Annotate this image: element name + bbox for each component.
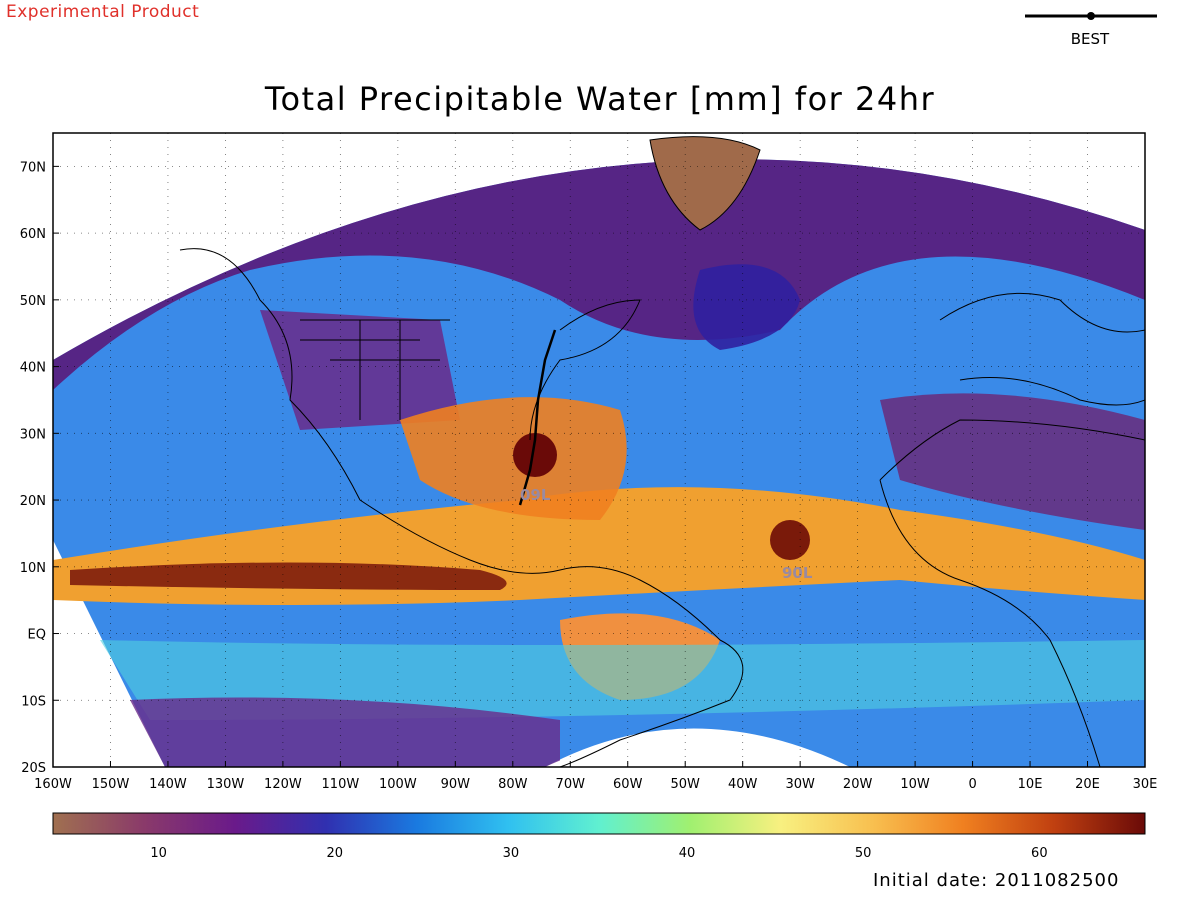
- hurricane-best-track: [518, 329, 557, 506]
- longitude-tick-label: 90W: [441, 777, 471, 792]
- colorbar-tick-label: 40: [679, 846, 696, 861]
- longitude-tick-label: 60W: [613, 777, 643, 792]
- longitude-tick-label: 150W: [92, 777, 130, 792]
- longitude-tick-label: 100W: [379, 777, 417, 792]
- eastern-pacific-max: [70, 562, 507, 590]
- latitude-tick-label: 30N: [20, 427, 46, 442]
- atlantic-disturbance: [770, 520, 810, 560]
- colorbar-tick-label: 10: [150, 846, 167, 861]
- longitude-tick-label: 160W: [34, 777, 72, 792]
- longitude-tick-label: 20E: [1075, 777, 1100, 792]
- storm-label-90l: 90L: [782, 564, 813, 582]
- latitude-tick-label: 70N: [20, 160, 46, 175]
- longitude-tick-label: 10W: [900, 777, 930, 792]
- longitude-tick-label: 30W: [785, 777, 815, 792]
- best-track-legend-label: BEST: [1070, 30, 1110, 48]
- latitude-tick-label: 20S: [21, 761, 46, 776]
- greenland-dry-area: [650, 136, 760, 230]
- map-border: [52, 132, 1146, 768]
- hurricane-core: [513, 433, 557, 477]
- colorbar: [52, 812, 1146, 835]
- longitude-tick-label: 0: [968, 777, 976, 792]
- longitude-tick-label: 80W: [498, 777, 528, 792]
- longitude-tick-label: 130W: [207, 777, 245, 792]
- longitude-tick-label: 70W: [556, 777, 586, 792]
- longitude-tick-label: 10E: [1018, 777, 1043, 792]
- domain-cutout: [545, 733, 850, 767]
- colorbar-tick-labels: 10 20 30 40 50 60: [150, 846, 1047, 861]
- latitude-labels: 70N 60N 50N 40N 30N 20N 10N EQ 10S 20S: [20, 160, 59, 776]
- latitude-tick-label: 50N: [20, 294, 46, 309]
- atlantic-swirl: [693, 264, 800, 350]
- experimental-product-label: Experimental Product: [6, 2, 200, 22]
- storm-label-09l: 09L: [520, 486, 551, 504]
- longitude-tick-label: 120W: [264, 777, 302, 792]
- latitude-tick-label: 40N: [20, 361, 46, 376]
- longitude-tick-label: 30E: [1133, 777, 1158, 792]
- longitude-tick-label: 110W: [322, 777, 360, 792]
- latitude-tick-label: EQ: [28, 628, 46, 643]
- longitude-tick-label: 50W: [671, 777, 701, 792]
- best-track-legend-dot: [1087, 12, 1095, 20]
- tpw-field: [53, 133, 1145, 767]
- longitude-tick-label: 40W: [728, 777, 758, 792]
- coastlines: [179, 136, 1145, 767]
- page-title: Total Precipitable Water [mm] for 24hr: [264, 80, 936, 118]
- latitude-tick-label: 60N: [20, 227, 46, 242]
- initial-date: Initial date: 2011082500: [873, 870, 1120, 891]
- colorbar-tick-label: 30: [503, 846, 520, 861]
- latitude-tick-label: 10S: [21, 694, 46, 709]
- south-pacific-dry: [130, 697, 560, 767]
- longitude-labels: 160W 150W 140W 130W 120W 110W 100W 90W 80W 70W 60W…: [34, 761, 1157, 792]
- longitude-tick-label: 140W: [149, 777, 187, 792]
- latitude-tick-label: 10N: [20, 561, 46, 576]
- latitude-tick-label: 20N: [20, 494, 46, 509]
- graticule: [53, 133, 1145, 767]
- colorbar-tick-label: 20: [327, 846, 344, 861]
- longitude-tick-label: 20W: [843, 777, 873, 792]
- northern-dry-band: [53, 159, 1145, 390]
- colorbar-tick-label: 60: [1031, 846, 1048, 861]
- colorbar-tick-label: 50: [855, 846, 872, 861]
